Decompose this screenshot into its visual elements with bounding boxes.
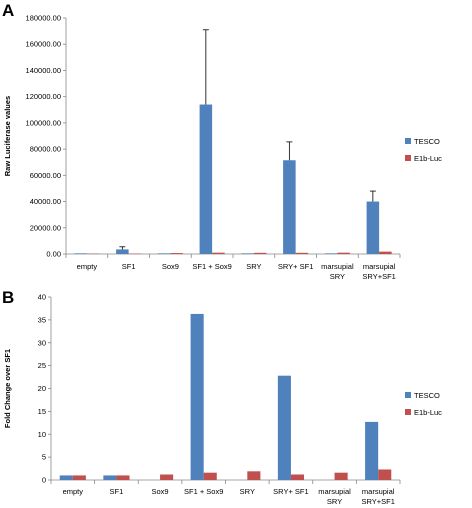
legend-label: E1b-Luc xyxy=(414,154,442,163)
y-tick-label: 160000.00 xyxy=(26,40,61,49)
bar-e1b-luc xyxy=(116,475,130,480)
x-category-label: empty xyxy=(77,262,98,271)
bar-tesco xyxy=(324,253,338,254)
x-category-label-line: SF1 xyxy=(110,487,124,496)
y-tick-label: 20 xyxy=(38,384,46,393)
x-category-label: Sox9 xyxy=(162,262,179,271)
x-category-label-line: empty xyxy=(77,262,98,271)
y-tick-label: 30 xyxy=(38,338,46,347)
chart-panel-A: A Raw Luciferase values 0.00 20000.00 40000.… xyxy=(2,1,442,281)
x-category-label-line: Sox9 xyxy=(152,487,169,496)
x-category-label-line: Sox9 xyxy=(162,262,179,271)
x-category-label: SRY+ SF1 xyxy=(278,262,314,271)
y-tick-label: 40000.00 xyxy=(30,197,61,206)
y-tick-label: 120000.00 xyxy=(26,92,61,101)
y-tick-label: 40 xyxy=(38,293,46,302)
bar-e1b-luc xyxy=(379,251,392,254)
x-category-label-line: marsupial xyxy=(321,262,354,271)
y-tick-label: 180000.00 xyxy=(26,14,61,23)
x-category-label-line: SRY+ SF1 xyxy=(273,487,309,496)
y-tick-label: 100000.00 xyxy=(26,118,61,127)
bar-e1b-luc xyxy=(203,472,217,480)
x-category-label: marsupial SRY+SF1 xyxy=(361,487,394,506)
legend-label: E1b-Luc xyxy=(414,408,442,417)
bar-tesco xyxy=(366,201,380,254)
x-category-label-line: empty xyxy=(63,487,84,496)
bar-e1b-luc xyxy=(337,252,350,254)
x-category-label-line: marsupial xyxy=(362,487,395,496)
x-category-label: SF1 + Sox9 xyxy=(184,487,223,496)
bar-e1b-luc xyxy=(290,474,305,480)
y-tick-label: 10 xyxy=(38,430,46,439)
bar-tesco xyxy=(157,253,171,254)
legend-swatch-tesco xyxy=(405,138,411,144)
x-category-label: marsupial SRY xyxy=(318,487,351,506)
bar-tesco xyxy=(74,253,87,254)
bar-tesco xyxy=(241,253,254,254)
x-category-label: marsupial SRY+SF1 xyxy=(362,262,395,281)
y-tick-label: 140000.00 xyxy=(26,66,61,75)
chart-panel-B: B Fold Change over SF1 0 5 10 15 20 25 30 35 40 emp… xyxy=(2,288,442,506)
bar-e1b-luc xyxy=(253,252,267,254)
bar-tesco xyxy=(190,313,204,480)
bar-tesco xyxy=(116,249,129,254)
x-category-label-line: SF1 + Sox9 xyxy=(184,487,223,496)
y-tick-label: 15 xyxy=(38,407,46,416)
y-axis-label: Raw Luciferase values xyxy=(3,96,12,176)
legend-label: TESCO xyxy=(414,137,440,146)
panel-label: B xyxy=(2,288,14,307)
x-category-label-line: marsupial xyxy=(318,487,351,496)
y-tick-label: 5 xyxy=(42,453,46,462)
bar-e1b-luc xyxy=(72,475,86,480)
bar-tesco xyxy=(277,375,291,480)
legend-label: TESCO xyxy=(414,391,440,400)
x-category-label: SF1 + Sox9 xyxy=(192,262,231,271)
legend-swatch-e1b-luc xyxy=(405,155,411,161)
x-category-label: SF1 xyxy=(122,262,136,271)
x-category-label: marsupial SRY xyxy=(321,262,354,281)
x-category-label: SRY+ SF1 xyxy=(273,487,309,496)
y-tick-label: 60000.00 xyxy=(30,171,61,180)
bar-e1b-luc xyxy=(170,253,183,254)
x-category-label: Sox9 xyxy=(152,487,169,496)
x-category-label-line: SRY xyxy=(240,487,255,496)
bar-tesco xyxy=(59,475,73,480)
x-category-label-line: SRY+SF1 xyxy=(361,497,394,506)
bar-tesco xyxy=(103,475,117,480)
x-category-label: SF1 xyxy=(110,487,124,496)
legend-swatch-e1b-luc xyxy=(405,409,411,415)
bar-e1b-luc xyxy=(378,469,392,480)
y-tick-label: 80000.00 xyxy=(30,145,61,154)
x-category-label-line: SRY+SF1 xyxy=(362,272,395,281)
bar-tesco xyxy=(199,104,213,255)
legend-swatch-tesco xyxy=(405,392,411,398)
panel-label: A xyxy=(2,1,14,20)
bar-tesco xyxy=(283,160,296,254)
x-category-label-line: SRY xyxy=(330,272,345,281)
x-category-label-line: SRY+ SF1 xyxy=(278,262,314,271)
y-axis-label: Fold Change over SF1 xyxy=(3,349,12,428)
x-category-label-line: SF1 xyxy=(122,262,136,271)
y-tick-label: 35 xyxy=(38,315,46,324)
bar-tesco xyxy=(365,421,379,480)
bar-e1b-luc xyxy=(212,252,225,254)
x-category-label-line: marsupial xyxy=(363,262,396,271)
y-tick-label: 0 xyxy=(42,476,46,485)
x-category-label-line: SRY xyxy=(327,497,342,506)
x-category-label: SRY xyxy=(246,262,261,271)
y-tick-label: 20000.00 xyxy=(30,223,61,232)
bar-e1b-luc xyxy=(160,474,174,480)
bar-e1b-luc xyxy=(247,471,261,480)
x-category-label-line: SRY xyxy=(246,262,261,271)
y-tick-label: 0.00 xyxy=(46,250,61,259)
bar-e1b-luc xyxy=(295,252,309,254)
x-category-label: empty xyxy=(63,487,84,496)
y-tick-label: 25 xyxy=(38,361,46,370)
bar-e1b-luc xyxy=(334,472,348,480)
x-category-label: SRY xyxy=(240,487,255,496)
x-category-label-line: SF1 + Sox9 xyxy=(192,262,231,271)
